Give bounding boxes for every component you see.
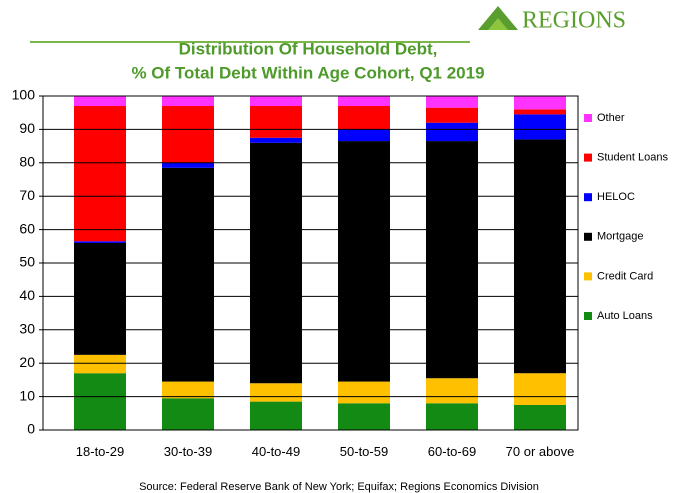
legend-label: HELOC [597, 191, 635, 203]
bar-segment [250, 137, 302, 143]
legend-label: Other [597, 112, 625, 124]
bar-segment [74, 96, 126, 107]
legend-label: Mortgage [597, 231, 643, 243]
x-tick-label: 70 or above [505, 444, 575, 459]
bar-segment [514, 114, 566, 140]
bar-segment [514, 139, 566, 374]
brand-logo [478, 6, 518, 30]
x-tick-label: 18-to-29 [75, 444, 125, 459]
bar-segment [338, 106, 390, 130]
bar-segment [250, 96, 302, 107]
legend-swatch [584, 153, 592, 162]
bar-segment [426, 107, 478, 123]
legend-label: Credit Card [597, 270, 653, 282]
legend-swatch [584, 114, 592, 122]
y-tick-label: 70 [19, 187, 35, 203]
x-tick-label: 50-to-59 [339, 444, 389, 459]
bar-segment [426, 141, 478, 379]
bar-segment [426, 96, 478, 108]
y-tick-label: 80 [19, 154, 35, 170]
x-tick-label: 30-to-39 [163, 444, 213, 459]
bar-segment [338, 129, 390, 142]
y-tick-label: 0 [27, 421, 35, 437]
bar-segment [162, 381, 214, 399]
bar-segment [426, 403, 478, 430]
plot-frame [42, 95, 579, 431]
y-tick-label: 40 [19, 287, 35, 303]
y-tick-label: 30 [19, 321, 35, 337]
chart-subtitle: % Of Total Debt Within Age Cohort, Q1 20… [131, 63, 484, 82]
bar-segment [514, 404, 566, 430]
bar-segment [74, 106, 126, 242]
legend-swatch [584, 312, 592, 320]
y-tick-label: 10 [19, 387, 35, 403]
legend-label: Auto Loans [597, 310, 653, 322]
bar-segment [250, 401, 302, 430]
bar-segment [338, 141, 390, 382]
y-tick-label: 60 [19, 220, 35, 236]
legend-label: Student Loans [597, 152, 668, 164]
bar-segment [426, 378, 478, 404]
bar-segment [426, 122, 478, 142]
bar-segment [514, 373, 566, 405]
bar-segment [74, 354, 126, 374]
bar-segment [162, 106, 214, 163]
y-tick-label: 100 [12, 87, 36, 103]
y-tick-label: 90 [19, 120, 35, 136]
y-tick-label: 20 [19, 354, 35, 370]
bar-segment [162, 167, 214, 382]
x-tick-label: 60-to-69 [427, 444, 477, 459]
bar-segment [250, 383, 302, 402]
bar-segment [74, 241, 126, 243]
bar-segment [514, 109, 566, 115]
bar-segment [338, 381, 390, 404]
bar-segment [74, 373, 126, 430]
chart-title: Distribution Of Household Debt, [179, 39, 438, 58]
bar-segment [162, 398, 214, 430]
brand: REGIONS [522, 8, 626, 34]
x-tick-label: 40-to-49 [251, 444, 301, 459]
source: Source: Federal Reserve Bank of New York… [139, 481, 539, 493]
bar-segment [162, 96, 214, 107]
y-tick-label: 50 [19, 254, 35, 270]
bar-segment [250, 106, 302, 138]
bar-segment [162, 162, 214, 168]
bar-segment [338, 96, 390, 107]
legend-swatch [584, 232, 592, 241]
legend-swatch [584, 272, 592, 281]
bar-segment [74, 242, 126, 355]
bar-segment [338, 403, 390, 430]
legend-swatch [584, 193, 592, 202]
bar-segment [514, 96, 566, 110]
